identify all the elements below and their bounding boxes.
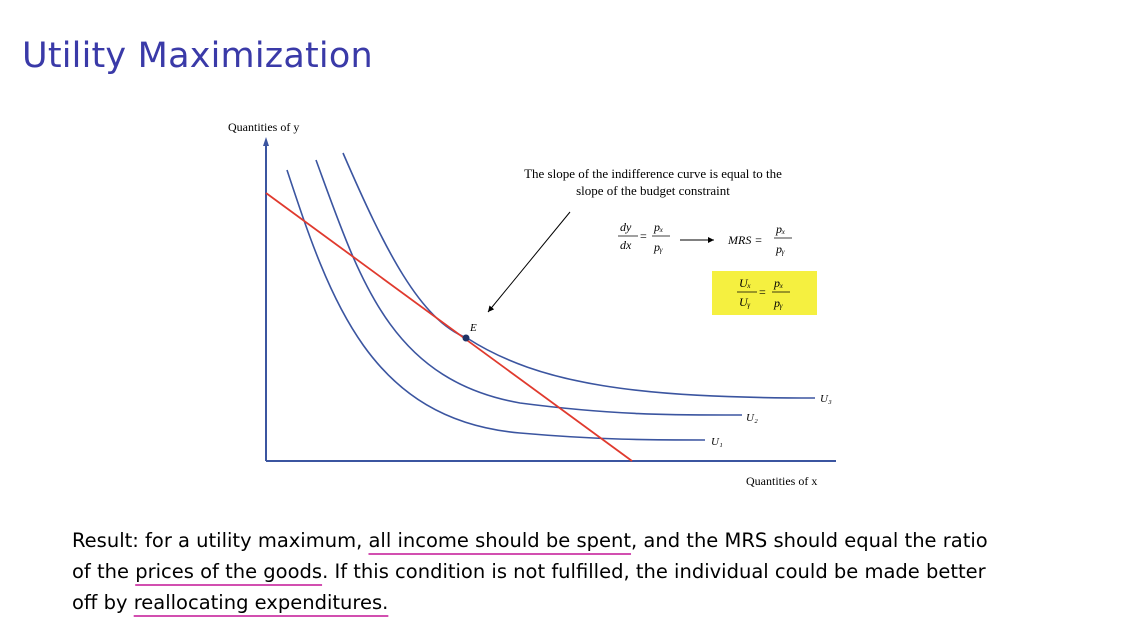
eq2-lhs: MRS = [727, 233, 762, 247]
eq1-equals: = [640, 229, 647, 243]
annotation-arrow [487, 211, 571, 313]
annotation-line-2: slope of the budget constraint [576, 183, 730, 198]
result-l1-b: , and the MRS should equal the ratio [631, 529, 988, 552]
annotation-line-1: The slope of the indifference curve is e… [524, 166, 782, 181]
eq1-rhs-den: pᵧ [653, 240, 663, 254]
indifference-curve-u3 [342, 152, 816, 399]
eq2-rhs-num: pₓ [775, 222, 785, 236]
budget-line [265, 192, 633, 462]
eq2-rhs-den: pᵧ [775, 242, 785, 256]
result-l3-a: off by [72, 591, 134, 614]
eq1-lhs-num: dy [620, 220, 632, 234]
result-paragraph: Result: for a utility maximum, all incom… [72, 525, 1072, 618]
equilibrium-point [462, 334, 470, 342]
result-line-2: of the prices of the goods. If this cond… [72, 556, 1072, 587]
result-line-3: off by reallocating expenditures. [72, 587, 1072, 618]
slide-title: Utility Maximization [22, 36, 373, 76]
indifference-curve-u2 [315, 159, 743, 416]
equation-slope: dy dx = pₓ pᵧ [618, 220, 670, 254]
equation-highlight [712, 271, 817, 315]
result-l2-b: . If this condition is not fulfilled, th… [322, 560, 986, 583]
curve-label-u3: U₃ [820, 393, 832, 405]
eq1-lhs-den: dx [620, 238, 632, 252]
result-l2-a: of the [72, 560, 136, 583]
eq1-rhs-num: pₓ [653, 220, 663, 234]
y-axis-label: Quantities of y [228, 120, 299, 134]
utility-maximization-diagram: Quantities of y Quantities of x E U₁ U₂ … [228, 120, 836, 488]
indifference-curve-u1 [286, 169, 706, 441]
result-l1-a: Result: for a utility maximum, [72, 529, 369, 552]
eq3-rhs-den: pᵧ [773, 296, 783, 310]
curve-label-u2: U₂ [746, 412, 758, 424]
underlined-all-income-spent: all income should be spent [368, 529, 632, 552]
underlined-reallocating-expenditures: reallocating expenditures. [133, 591, 389, 614]
y-axis-arrowhead [263, 137, 269, 146]
curve-label-u1: U₁ [711, 436, 723, 448]
eq3-lhs-num: Uₓ [739, 276, 751, 290]
eq3-rhs-num: pₓ [773, 276, 783, 290]
result-line-1: Result: for a utility maximum, all incom… [72, 525, 1072, 556]
equilibrium-point-label: E [469, 322, 477, 334]
eq3-lhs-den: Uᵧ [739, 295, 751, 309]
equation-marginal-utility: Uₓ Uᵧ = pₓ pᵧ [737, 276, 790, 310]
underlined-prices-of-goods: prices of the goods [135, 560, 323, 583]
x-axis-label: Quantities of x [746, 474, 817, 488]
equation-mrs: MRS = pₓ pᵧ [727, 222, 792, 256]
eq3-equals: = [759, 285, 766, 299]
